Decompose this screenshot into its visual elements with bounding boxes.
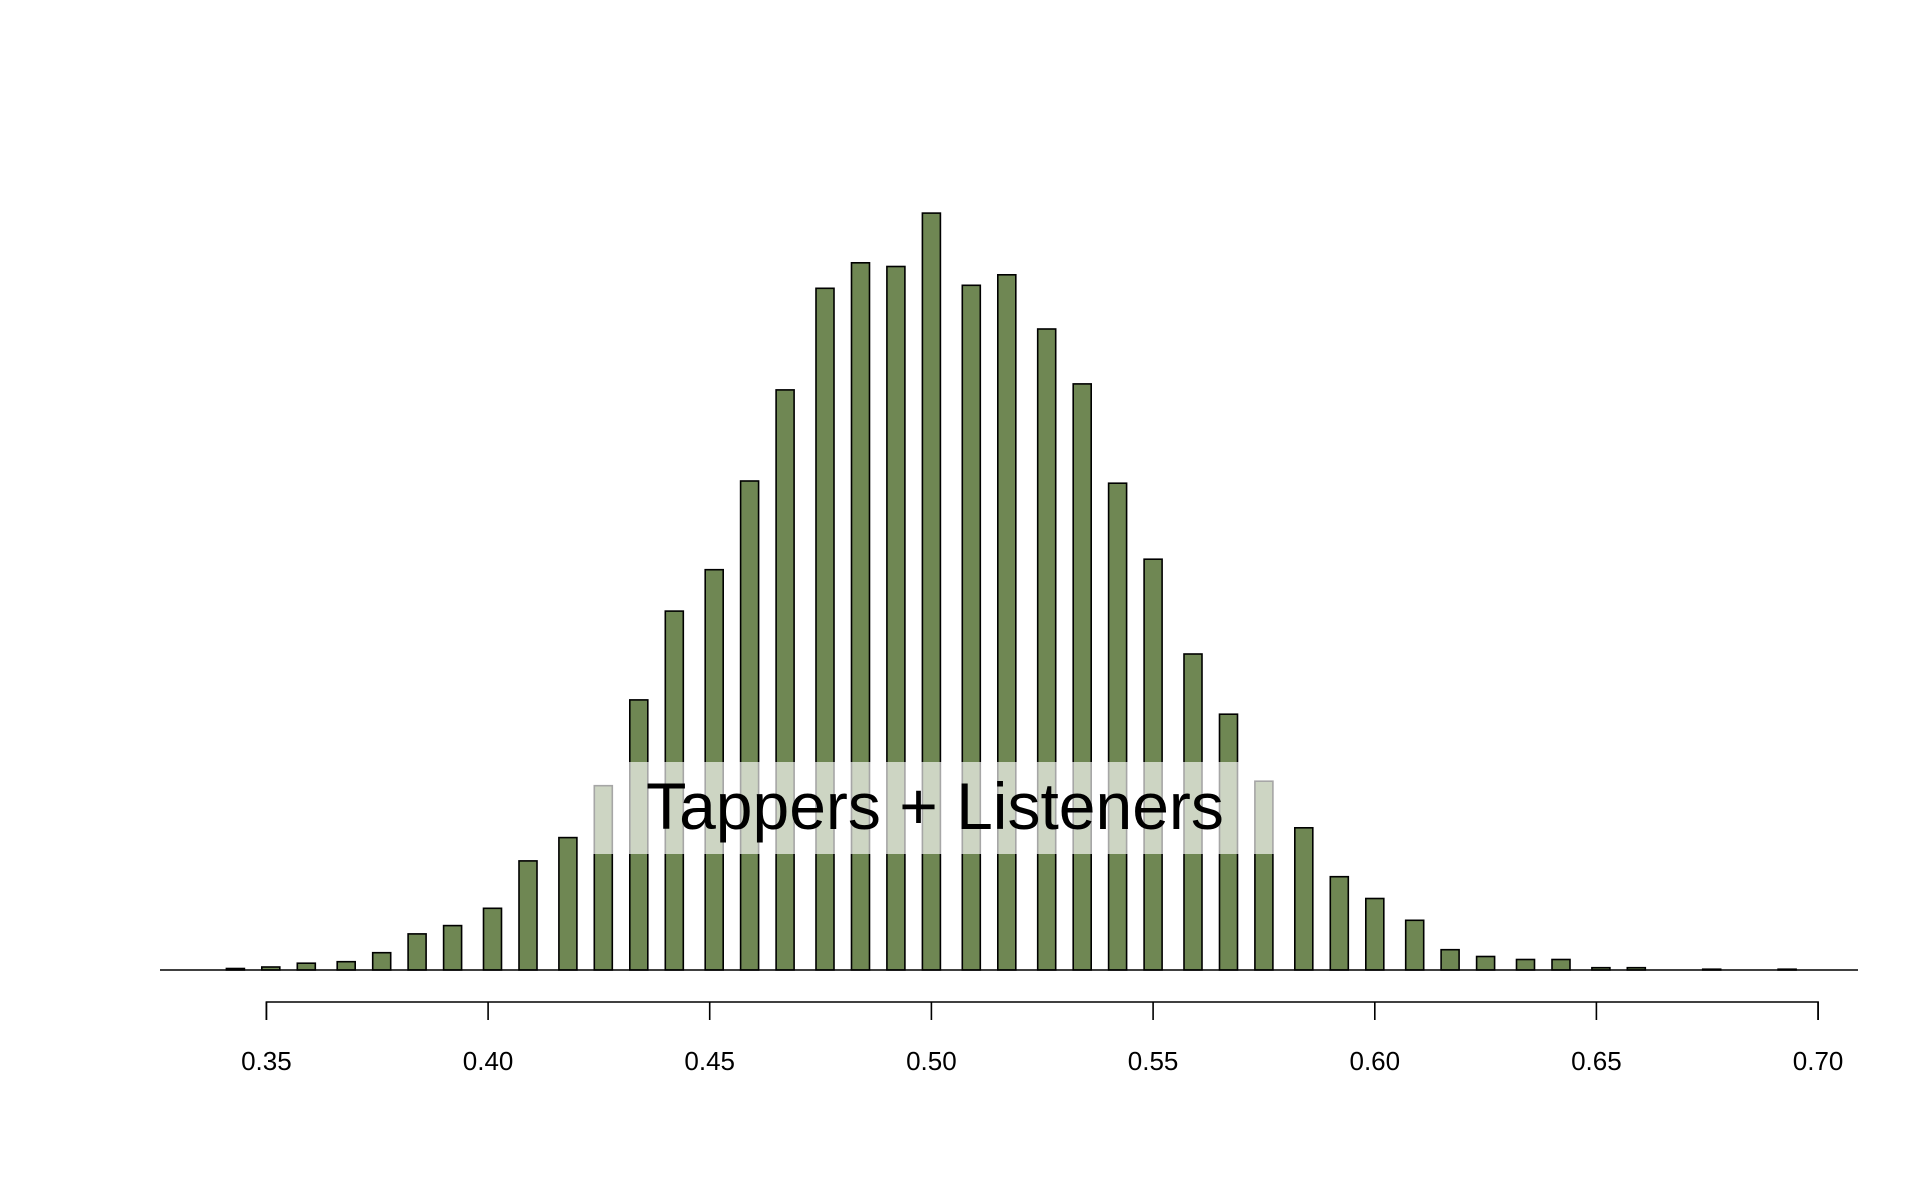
histogram-bar [1551,958,1571,971]
annotation-box [592,762,1278,854]
x-tick-label: 0.45 [684,1046,735,1076]
histogram-bar [336,960,357,971]
histogram-bar [1329,875,1350,971]
histogram-bar [518,860,538,971]
histogram-bar [1365,897,1385,971]
histogram-bar [1036,328,1057,971]
histogram-bar [558,836,578,971]
histogram-bar [1440,948,1460,971]
histogram-bar [775,389,795,971]
histogram-bar [1404,919,1425,971]
x-ticks: 0.35 0.40 0.45 0.50 0.55 0.60 0.65 0.70 [241,1002,1843,1076]
histogram-bar [1294,826,1314,971]
x-tick-label: 0.65 [1571,1046,1622,1076]
x-tick-label: 0.55 [1128,1046,1179,1076]
histogram-bar [442,924,463,971]
x-tick-label: 0.60 [1349,1046,1400,1076]
histogram-bar [1475,955,1496,971]
annotation-group: Tappers + Listeners [592,762,1278,854]
histogram-bar [1072,383,1092,971]
x-axis-line [265,1001,1819,1020]
bars-group [225,212,1797,971]
x-tick-label: 0.50 [906,1046,957,1076]
x-tick-label: 0.35 [241,1046,292,1076]
histogram-bar [739,480,760,971]
histogram-bar [371,951,392,971]
histogram-bar [886,265,906,971]
histogram-bar [482,907,503,971]
histogram-bar [815,287,835,971]
x-tick-label: 0.40 [463,1046,514,1076]
histogram-bar [961,284,982,971]
histogram-bar [407,933,427,971]
histogram-bar [1515,958,1536,971]
histogram-bar [1107,482,1128,971]
annotation-label: Tappers + Listeners [646,769,1224,843]
histogram-bar [296,962,317,971]
histogram-bar [996,273,1017,971]
x-tick-label: 0.70 [1793,1046,1844,1076]
histogram-bar [850,261,871,971]
histogram-bar [921,212,942,971]
x-axis: 0.35 0.40 0.45 0.50 0.55 0.60 0.65 0.70 [241,1001,1843,1076]
